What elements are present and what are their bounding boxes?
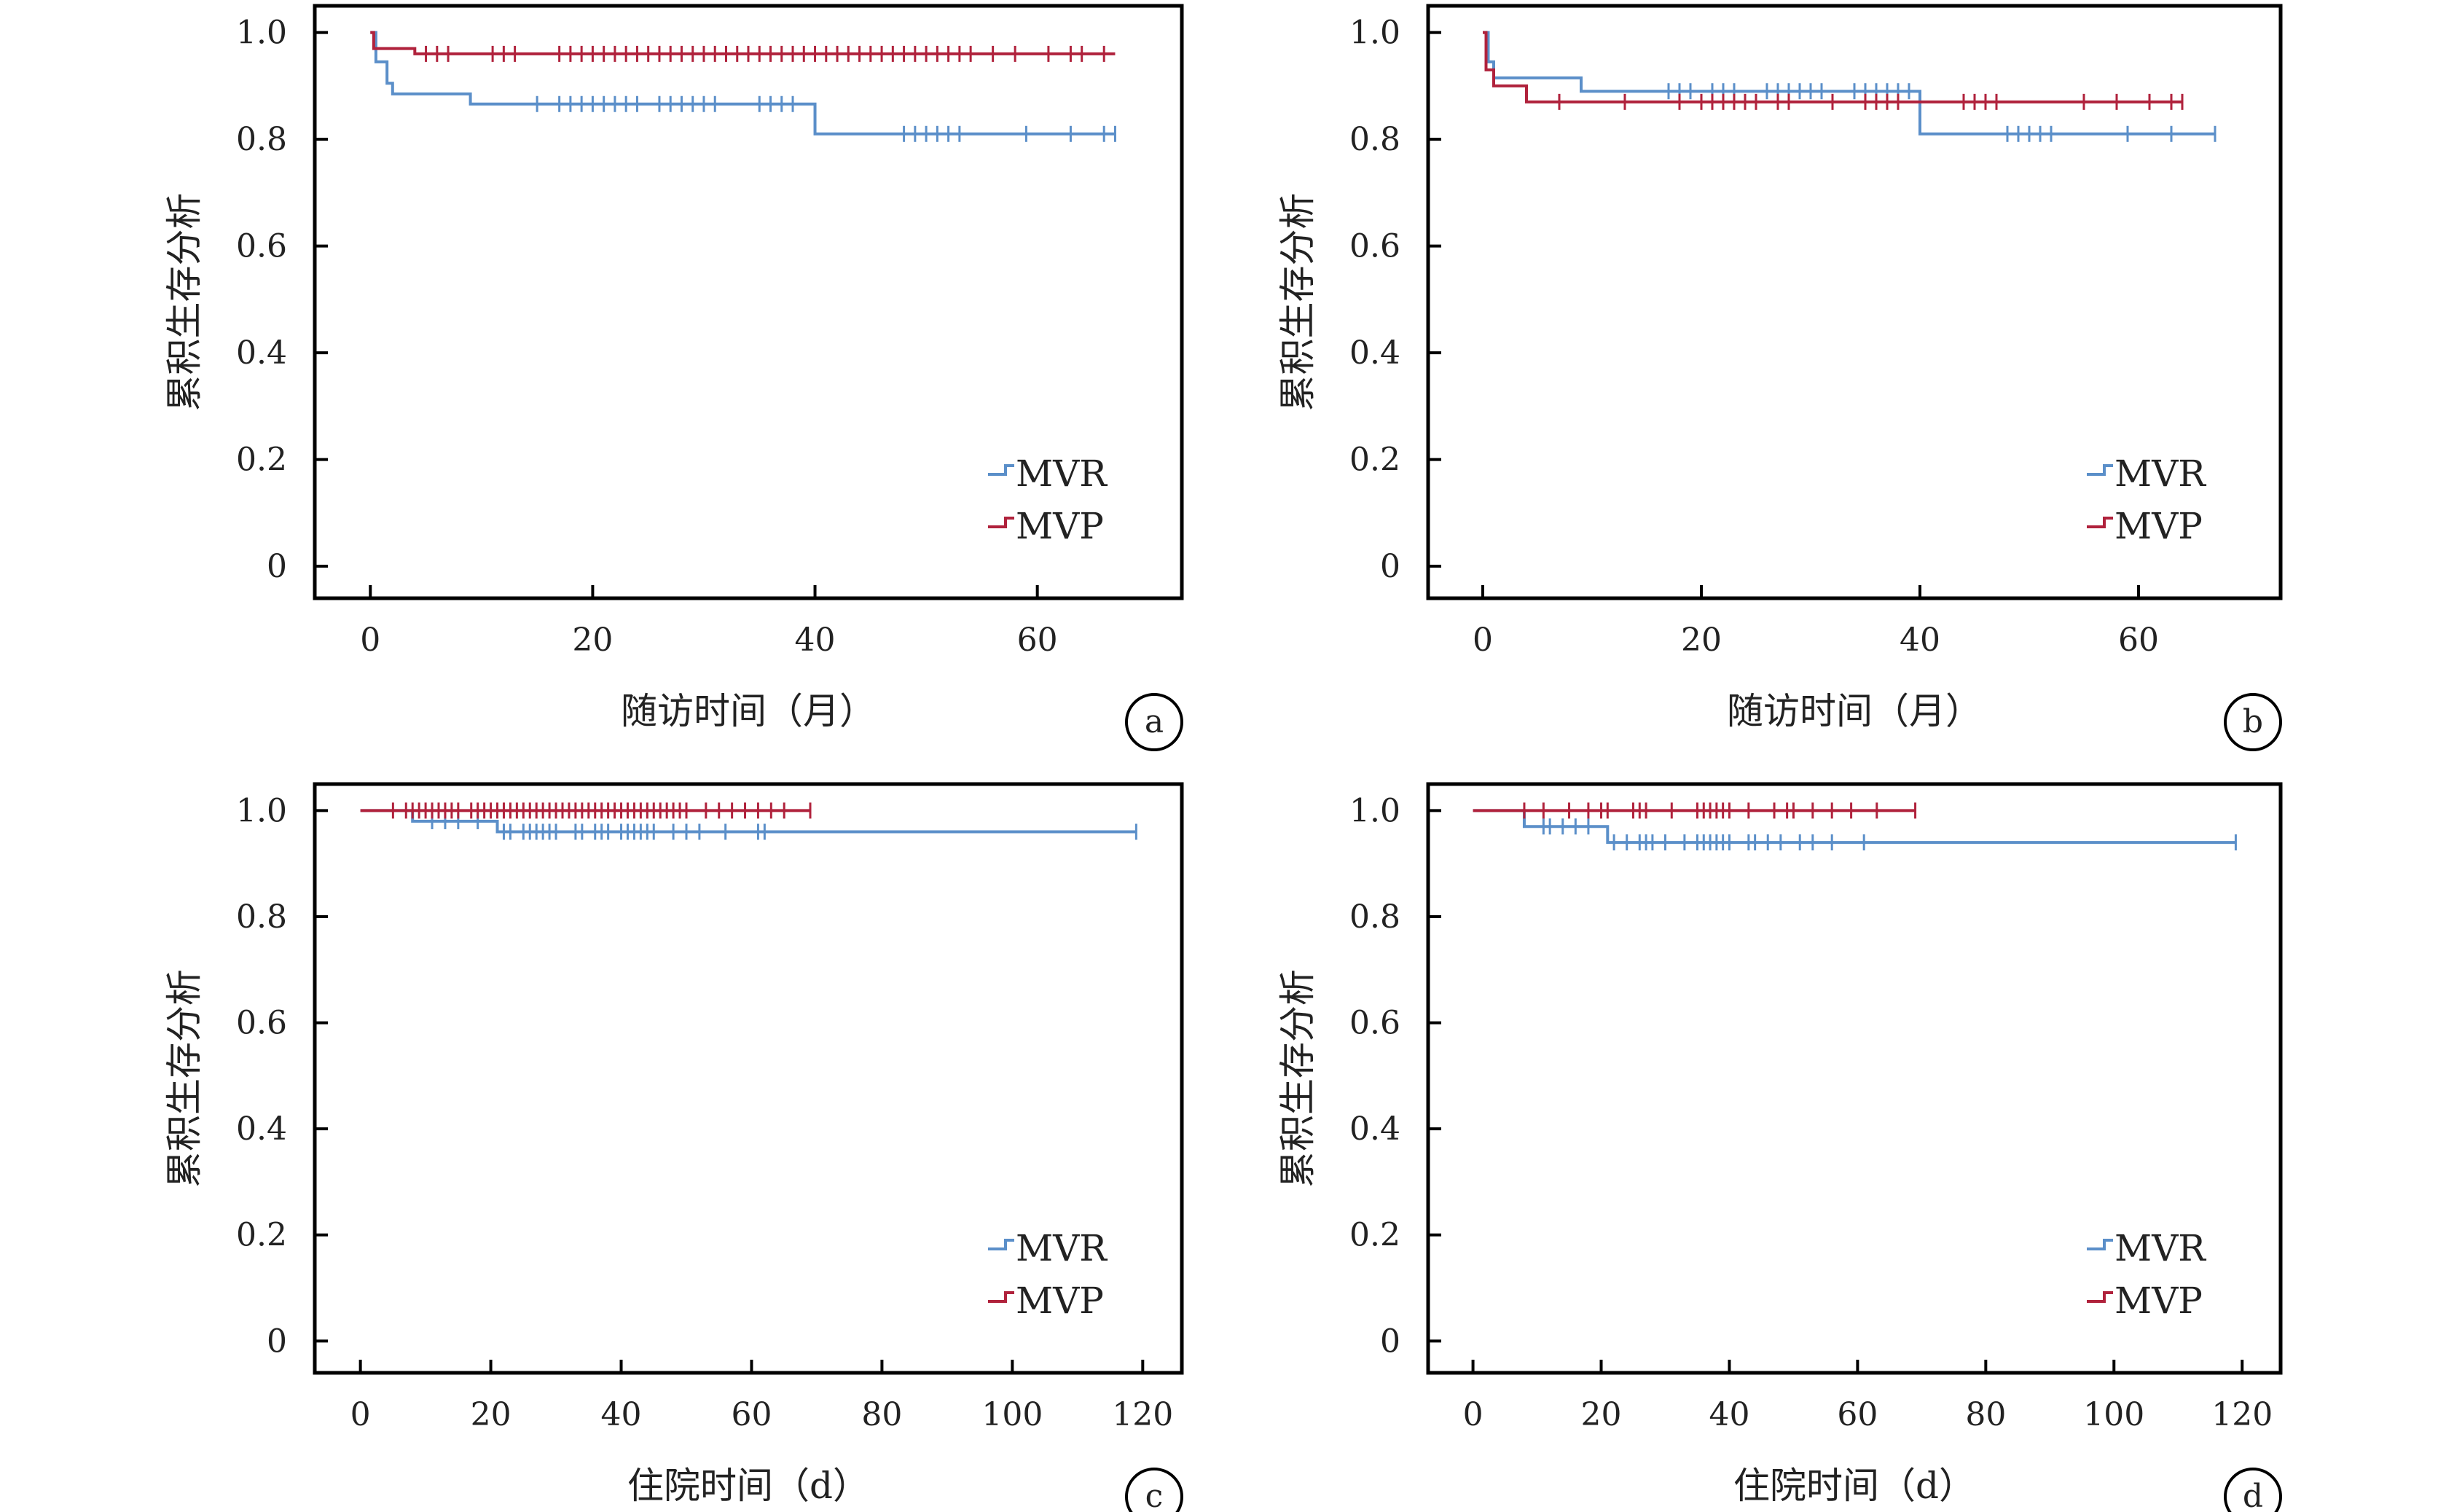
- x-tick-label: 60: [2118, 622, 2159, 659]
- chart-panel-a: 0 0.2 0.4 0.6 0.8 1.0 0 20 40 60 随访时间（月） 累积生存分析 MVR M…: [163, 4, 1184, 751]
- y-tick-label: 0.2: [1349, 1217, 1400, 1254]
- y-tick-label: 0.4: [236, 1111, 287, 1148]
- x-tick-label: 60: [731, 1396, 772, 1433]
- legend-label-mvp: MVP: [1016, 1280, 1104, 1322]
- y-tick-label: 0.6: [1349, 1005, 1400, 1042]
- panel-label: b: [2243, 703, 2263, 740]
- y-tick-label: 0.8: [1349, 121, 1400, 158]
- legend-swatch-mvr: [2087, 1239, 2113, 1250]
- y-axis-title: 累积生存分析: [163, 193, 205, 412]
- y-tick-label: 0.2: [1349, 442, 1400, 479]
- y-tick-label: 0.4: [236, 334, 287, 372]
- x-tick-label: 0: [1473, 622, 1493, 659]
- y-axis-title: 累积生存分析: [163, 969, 205, 1188]
- y-axis-title: 累积生存分析: [1277, 969, 1319, 1188]
- y-tick-label: 0.8: [1349, 898, 1400, 936]
- series-mvp-curve: [1483, 31, 2182, 103]
- y-tick-label: 0.4: [1349, 334, 1400, 372]
- plot-area-frame: [1426, 4, 2283, 600]
- x-tick-label: 60: [1017, 622, 1058, 659]
- panel-label-badge: [1125, 693, 1183, 751]
- legend-label-mvr: MVR: [2114, 453, 2206, 495]
- x-tick-label: 120: [1112, 1396, 1173, 1433]
- panel-label: d: [2243, 1478, 2263, 1512]
- x-tick-label: 40: [1709, 1396, 1749, 1433]
- x-tick-label: 100: [2083, 1396, 2144, 1433]
- x-tick-label: 20: [1681, 622, 1722, 659]
- legend-swatch-mvp: [2087, 517, 2113, 528]
- plot-area-frame: [313, 4, 1184, 600]
- y-tick-label: 0.6: [1349, 228, 1400, 265]
- y-tick-label: 1.0: [1349, 15, 1400, 52]
- x-axis-title: 住院时间（d）: [627, 1465, 869, 1507]
- x-tick-label: 0: [1463, 1396, 1483, 1433]
- plot-area-frame: [313, 782, 1184, 1375]
- panel-label: a: [1145, 703, 1164, 740]
- y-tick-label: 0: [1380, 548, 1400, 585]
- y-tick-label: 0: [267, 1323, 287, 1360]
- legend-swatch-mvr: [2087, 464, 2113, 476]
- x-axis-title: 住院时间（d）: [1733, 1465, 1975, 1507]
- legend-label-mvr: MVR: [2114, 1227, 2206, 1269]
- chart-panel-b: 0 0.2 0.4 0.6 0.8 1.0 0 20 40 60 随访时间（月） 累积生存分析 MVR M…: [1277, 4, 2283, 751]
- x-tick-label: 80: [1965, 1396, 2006, 1433]
- x-tick-label: 60: [1837, 1396, 1878, 1433]
- legend-label-mvp: MVP: [2114, 505, 2203, 547]
- y-tick-label: 0.8: [236, 898, 287, 936]
- panel-label-badge: [1125, 1468, 1183, 1512]
- y-tick-label: 0.8: [236, 121, 287, 158]
- y-tick-label: 1.0: [1349, 792, 1400, 829]
- y-tick-label: 0: [1380, 1323, 1400, 1360]
- x-tick-label: 0: [350, 1396, 371, 1433]
- x-tick-label: 40: [795, 622, 836, 659]
- legend-label-mvr: MVR: [1016, 1227, 1108, 1269]
- y-tick-label: 0.6: [236, 1005, 287, 1042]
- y-tick-label: 0.6: [236, 228, 287, 265]
- series-mvr-curve: [370, 31, 1116, 136]
- legend-swatch-mvp: [988, 1291, 1014, 1303]
- x-tick-label: 20: [471, 1396, 511, 1433]
- y-axis-title: 累积生存分析: [1277, 193, 1319, 412]
- x-tick-label: 0: [360, 622, 380, 659]
- y-tick-label: 0.2: [236, 442, 287, 479]
- chart-panel-c: 0 0.2 0.4 0.6 0.8 1.0 0 20 40 60 80 100 120 住院时间（d） 累积…: [163, 782, 1184, 1512]
- x-tick-label: 100: [981, 1396, 1043, 1433]
- series-mvr-curve: [1483, 31, 2215, 136]
- legend-label-mvp: MVP: [2114, 1280, 2203, 1322]
- series-mvp-curve: [370, 31, 1116, 55]
- x-axis-title: 随访时间（月）: [1727, 690, 1982, 732]
- legend-swatch-mvr: [988, 1239, 1014, 1250]
- panel-label: c: [1145, 1478, 1164, 1512]
- x-tick-label: 120: [2211, 1396, 2273, 1433]
- legend-swatch-mvp: [988, 517, 1014, 528]
- y-tick-label: 0.4: [1349, 1111, 1400, 1148]
- y-tick-label: 0: [267, 548, 287, 585]
- chart-panel-d: 0 0.2 0.4 0.6 0.8 1.0 0 20 40 60 80 100 120 住院时间（d） 累积…: [1277, 782, 2283, 1512]
- legend-label-mvr: MVR: [1016, 453, 1108, 495]
- plot-area-frame: [1426, 782, 2283, 1375]
- x-tick-label: 40: [601, 1396, 642, 1433]
- legend-swatch-mvr: [988, 464, 1014, 476]
- x-axis-title: 随访时间（月）: [621, 690, 876, 732]
- legend-swatch-mvp: [2087, 1291, 2113, 1303]
- x-tick-label: 20: [1581, 1396, 1622, 1433]
- y-tick-label: 0.2: [236, 1217, 287, 1254]
- y-tick-label: 1.0: [236, 792, 287, 829]
- y-tick-label: 1.0: [236, 15, 287, 52]
- x-tick-label: 20: [572, 622, 613, 659]
- legend-label-mvp: MVP: [1016, 505, 1104, 547]
- x-tick-label: 80: [861, 1396, 902, 1433]
- panel-label-badge: [2224, 1468, 2282, 1512]
- panel-label-badge: [2224, 693, 2282, 751]
- x-tick-label: 40: [1900, 622, 1940, 659]
